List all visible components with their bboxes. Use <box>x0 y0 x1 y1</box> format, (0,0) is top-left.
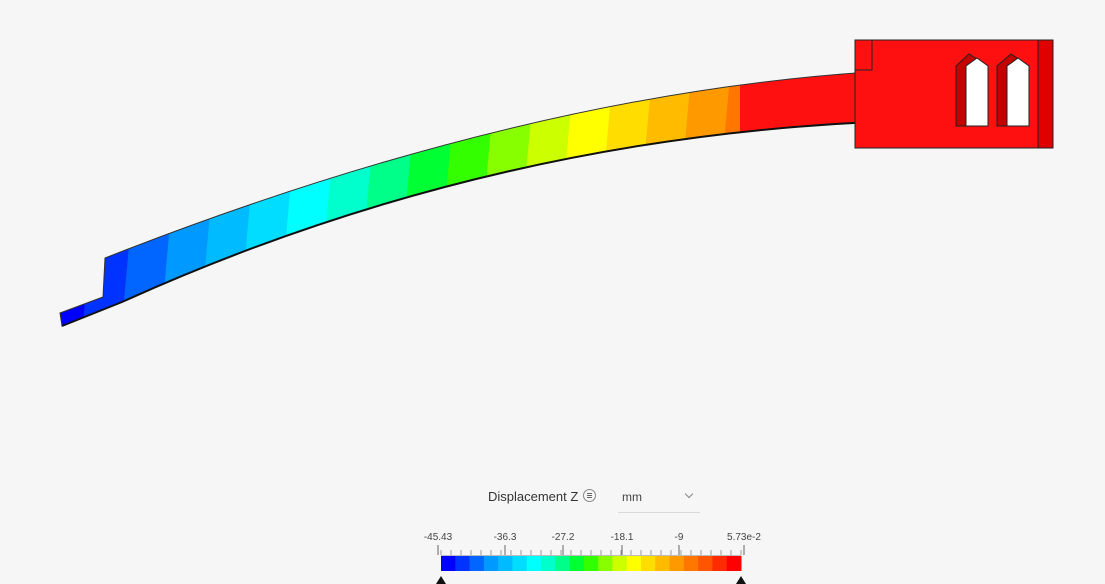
beam-band <box>778 72 855 326</box>
beam-band <box>544 72 621 326</box>
beam-band <box>739 72 816 326</box>
unit-dropdown[interactable]: mm <box>618 484 700 513</box>
beam-band <box>661 72 738 326</box>
beam-band <box>466 72 543 326</box>
list-icon[interactable] <box>583 489 596 502</box>
min-handle[interactable] <box>436 576 446 584</box>
color-segment <box>583 556 599 571</box>
color-segment <box>726 556 742 571</box>
legend-tick-label: -9 <box>675 532 684 543</box>
beam-band <box>154 72 231 326</box>
color-scale: -45.43 -36.3 -27.2 -18.1 -9 5.73e-2 <box>424 532 761 584</box>
color-segment <box>555 556 571 571</box>
beam-band <box>60 72 114 326</box>
color-segment <box>541 556 556 571</box>
beam-band <box>700 72 777 326</box>
max-handle[interactable] <box>736 576 746 584</box>
color-segment <box>712 556 728 571</box>
color-segment <box>641 556 656 571</box>
color-segment <box>569 556 585 571</box>
color-segment <box>626 556 642 571</box>
beam-bottom-edge <box>61 121 873 327</box>
result-legend: Displacement Z mm -45.43 -36.3 -27.2 -18.1-… <box>410 480 780 584</box>
color-segment <box>612 556 628 571</box>
beam-band <box>505 72 582 326</box>
legend-tick-label: -27.2 <box>552 532 575 543</box>
legend-tick-label: 5.73e-2 <box>727 532 761 543</box>
clip-block <box>854 39 1054 149</box>
legend-header: Displacement Z mm <box>410 480 780 514</box>
color-segment <box>655 556 671 571</box>
color-segment <box>512 556 528 571</box>
legend-tick-label: -45.43 <box>424 532 453 543</box>
beam-band <box>76 72 153 326</box>
legend-tick-label: -36.3 <box>494 532 517 543</box>
beam-band <box>583 72 660 326</box>
color-segment <box>598 556 613 571</box>
legend-tick-label: -18.1 <box>611 532 634 543</box>
color-segment <box>483 556 499 571</box>
legend-title: Displacement Z <box>488 489 579 504</box>
color-segment <box>669 556 685 571</box>
color-segment <box>526 556 542 571</box>
chevron-down-icon <box>684 489 694 499</box>
beam-color-bands <box>60 72 872 326</box>
color-segment <box>469 556 485 571</box>
color-segment <box>683 556 699 571</box>
color-segment <box>441 556 456 571</box>
color-segment <box>498 556 513 571</box>
color-segment <box>455 556 471 571</box>
beam-band <box>193 72 270 326</box>
beam-band <box>622 72 699 326</box>
beam-band <box>115 72 192 326</box>
color-segment <box>698 556 713 571</box>
beam-band <box>427 72 504 326</box>
unit-value: mm <box>622 490 642 504</box>
